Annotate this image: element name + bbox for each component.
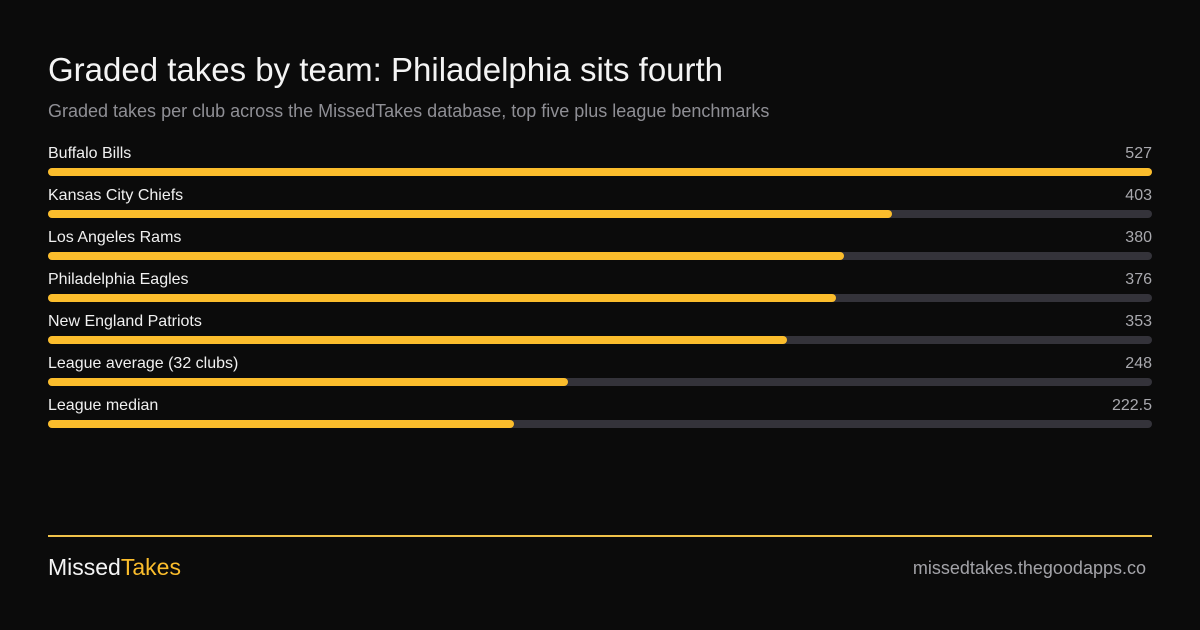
footer-divider bbox=[48, 535, 1152, 537]
bar-fill bbox=[48, 336, 788, 344]
bar-row: Philadelphia Eagles 376 bbox=[48, 268, 1152, 310]
chart-title: Graded takes by team: Philadelphia sits … bbox=[48, 51, 724, 88]
bar-row: Buffalo Bills 527 bbox=[48, 142, 1152, 184]
bar-row: New England Patriots 353 bbox=[48, 310, 1152, 352]
bar-row: Los Angeles Rams 380 bbox=[48, 226, 1152, 268]
bar-label: New England Patriots bbox=[48, 313, 202, 330]
bar-fill bbox=[48, 420, 515, 428]
bar-value-label: 222.5 bbox=[1111, 397, 1152, 414]
brand-logo-part-takes: Takes bbox=[120, 554, 181, 580]
bar-fill bbox=[48, 252, 845, 260]
bar-label: Kansas City Chiefs bbox=[48, 187, 184, 204]
bar-fill bbox=[48, 210, 893, 218]
bar-track bbox=[48, 210, 1152, 218]
bar-label: Philadelphia Eagles bbox=[48, 271, 189, 288]
bar-fill bbox=[48, 168, 1152, 176]
site-url: missedtakes.thegoodapps.co bbox=[912, 558, 1146, 578]
bar-value-label: 403 bbox=[1125, 187, 1152, 204]
brand-logo-part-missed: Missed bbox=[48, 554, 121, 580]
bar-chart: Buffalo Bills 527 Kansas City Chiefs 403 Los… bbox=[48, 142, 1152, 436]
bar-track bbox=[48, 252, 1152, 260]
bar-track bbox=[48, 420, 1152, 428]
bar-row: League average (32 clubs) 248 bbox=[48, 352, 1152, 394]
bar-label: League median bbox=[48, 397, 159, 414]
bar-value-label: 248 bbox=[1125, 355, 1152, 372]
bar-track bbox=[48, 294, 1152, 302]
bar-row: League median 222.5 bbox=[48, 394, 1152, 436]
bar-fill bbox=[48, 378, 568, 386]
bar-value-label: 380 bbox=[1125, 229, 1152, 246]
bar-track bbox=[48, 378, 1152, 386]
brand-logo: MissedTakes bbox=[48, 553, 181, 581]
bar-track bbox=[48, 336, 1152, 344]
bar-label: Buffalo Bills bbox=[48, 145, 132, 162]
bar-label: Los Angeles Rams bbox=[48, 229, 182, 246]
bar-row: Kansas City Chiefs 403 bbox=[48, 184, 1152, 226]
bar-value-label: 376 bbox=[1125, 271, 1152, 288]
bar-value-label: 527 bbox=[1125, 145, 1152, 162]
chart-subtitle: Graded takes per club across the MissedT… bbox=[48, 101, 770, 121]
bar-fill bbox=[48, 294, 836, 302]
bar-value-label: 353 bbox=[1125, 313, 1152, 330]
bar-label: League average (32 clubs) bbox=[48, 355, 239, 372]
bar-track bbox=[48, 168, 1152, 176]
